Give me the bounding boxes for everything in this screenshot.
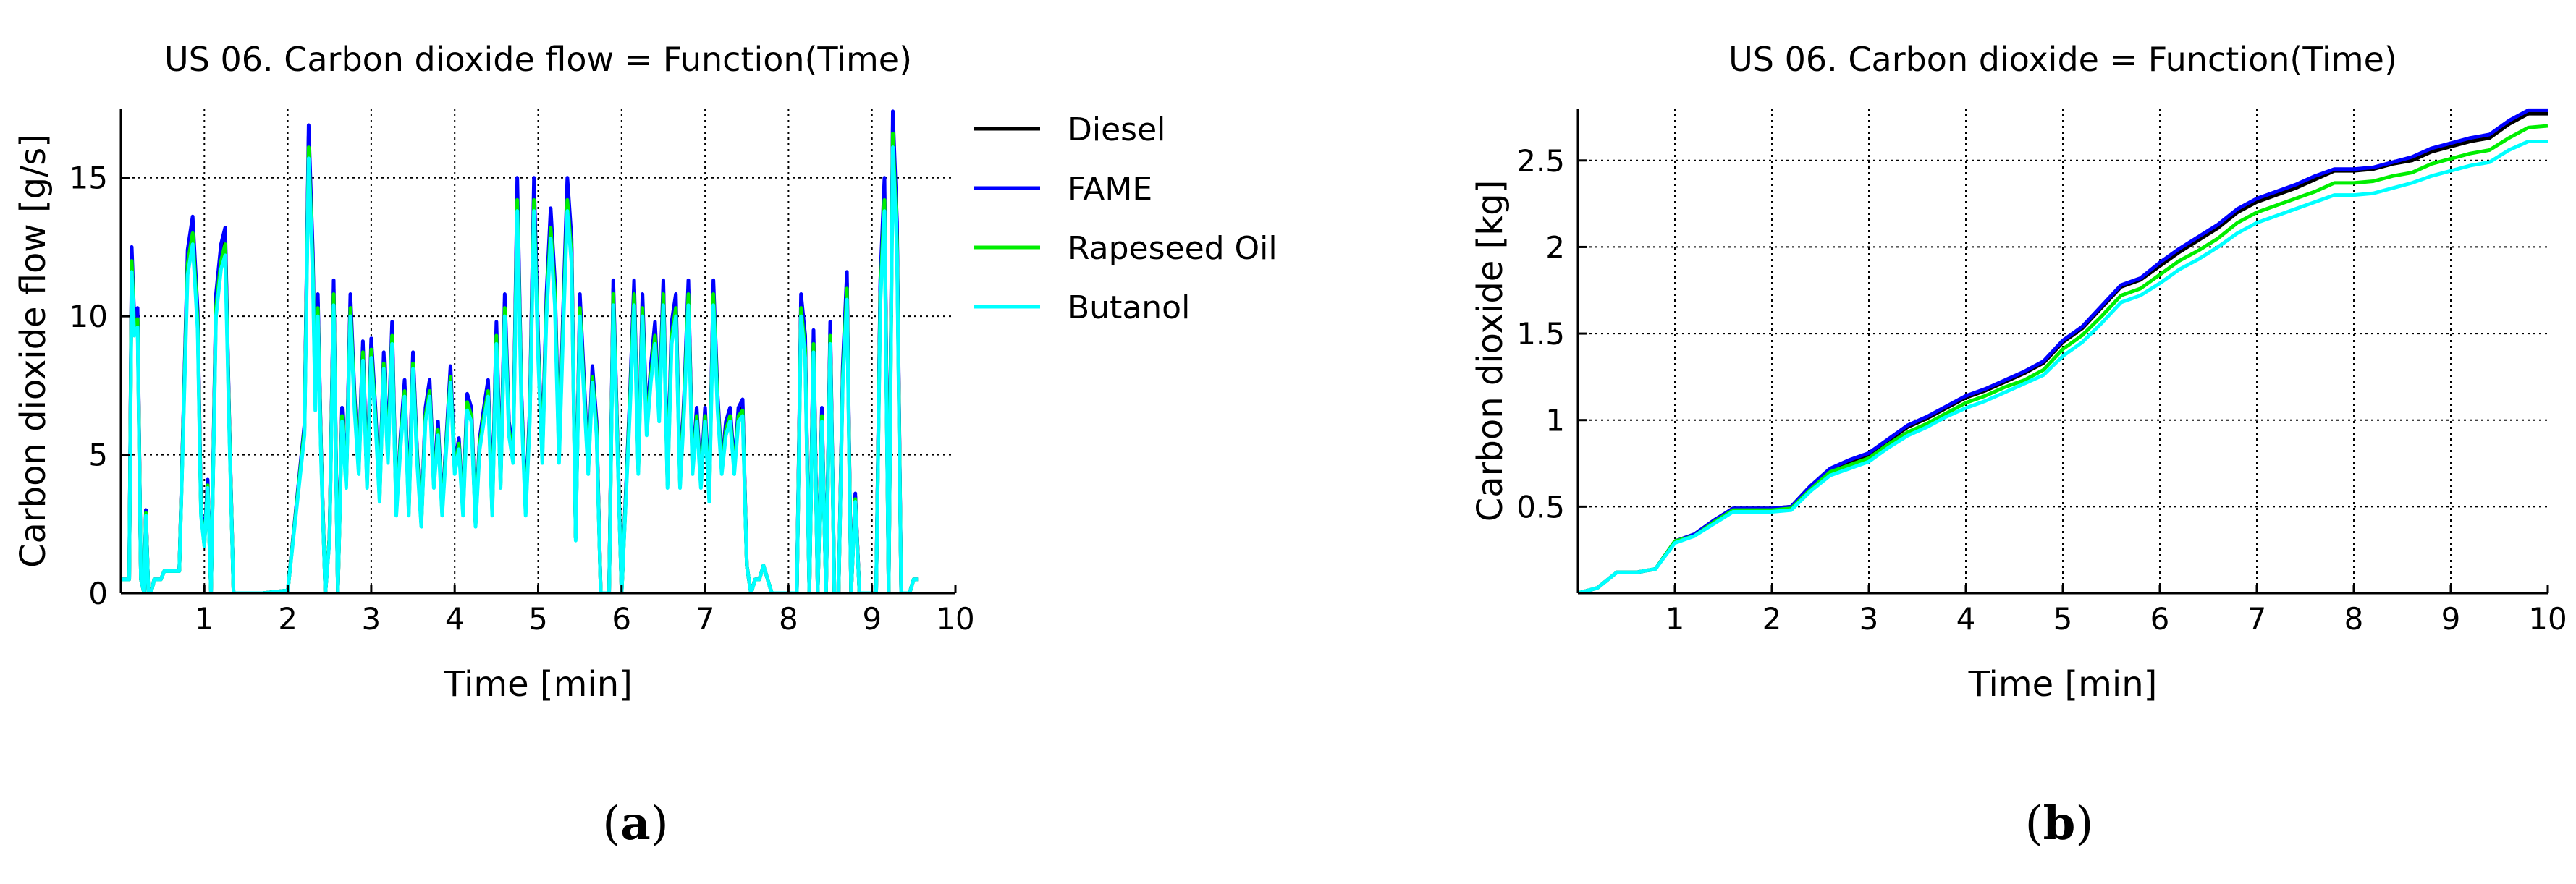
y-tick-label: 2 [1545, 229, 1565, 265]
x-tick-label: 1 [195, 601, 214, 637]
x-tick-label: 4 [1956, 601, 1976, 637]
chart-panel-a: 1 2 3 4 5 6 7 8 9 10 0 5 10 15 US 06. Carbon dioxide f… [13, 40, 1278, 851]
x-tick-label: 2 [1762, 601, 1782, 637]
x-tick-label: 1 [1665, 601, 1685, 637]
panel-caption: (a) [602, 796, 668, 851]
panel-caption: (b) [2025, 796, 2094, 851]
y-axis-label: Carbon dioxide flow [g/s] [13, 134, 54, 568]
caption-open-paren: ( [602, 797, 620, 851]
caption-letter: b [2043, 796, 2076, 851]
legend-label-fame: FAME [1068, 171, 1152, 208]
x-tick-label: 5 [528, 601, 548, 637]
x-axis-label: Time [min] [443, 664, 633, 705]
plot-area [1578, 108, 2548, 593]
x-tick-label: 10 [2528, 601, 2567, 637]
x-tick-label: 3 [362, 601, 381, 637]
chart-title: US 06. Carbon dioxide = Function(Time) [1728, 40, 2397, 79]
x-tick-label: 8 [779, 601, 798, 637]
y-axis-label: Carbon dioxide [kg] [1470, 180, 1511, 522]
x-tick-label: 8 [2344, 601, 2364, 637]
caption-letter: a [620, 796, 650, 851]
series-line-butanol [1578, 139, 2548, 593]
series-line-butanol [121, 145, 919, 593]
caption-close-paren: ) [2075, 797, 2093, 851]
y-tick-label: 1.5 [1516, 316, 1565, 352]
x-tick-label: 2 [278, 601, 297, 637]
y-tick-label: 2.5 [1516, 143, 1565, 179]
chart-title: US 06. Carbon dioxide flow = Function(Ti… [164, 40, 912, 79]
x-tick-label: 10 [936, 601, 974, 637]
x-tick-label: 4 [445, 601, 465, 637]
legend: Diesel FAME Rapeseed Oil Butanol [974, 111, 1278, 326]
y-tick-label: 0.5 [1516, 489, 1565, 524]
x-tick-label: 9 [2441, 601, 2461, 637]
y-tick-label: 10 [69, 299, 108, 334]
y-tick-label: 5 [88, 438, 108, 473]
caption-close-paren: ) [651, 797, 669, 851]
x-tick-label: 6 [612, 601, 631, 637]
legend-label-diesel: Diesel [1068, 111, 1165, 148]
y-tick-label: 15 [69, 161, 108, 196]
y-tick-label: 0 [88, 576, 108, 611]
y-tick-label: 1 [1545, 403, 1565, 438]
plot-area [121, 109, 919, 593]
legend-label-rapeseed-oil: Rapeseed Oil [1068, 230, 1278, 267]
x-tick-label: 7 [2247, 601, 2267, 637]
x-tick-label: 3 [1859, 601, 1879, 637]
x-tick-label: 6 [2150, 601, 2170, 637]
caption-open-paren: ( [2025, 797, 2043, 851]
x-tick-label: 5 [2053, 601, 2073, 637]
x-tick-label: 7 [696, 601, 715, 637]
x-axis-label: Time [min] [1968, 664, 2158, 705]
x-tick-label: 9 [862, 601, 882, 637]
chart-panel-b: 1 2 3 4 5 6 7 8 9 10 0.5 1 1.5 2 2.5 US 06. Carbon diox… [1470, 40, 2567, 851]
legend-label-butanol: Butanol [1068, 289, 1190, 326]
